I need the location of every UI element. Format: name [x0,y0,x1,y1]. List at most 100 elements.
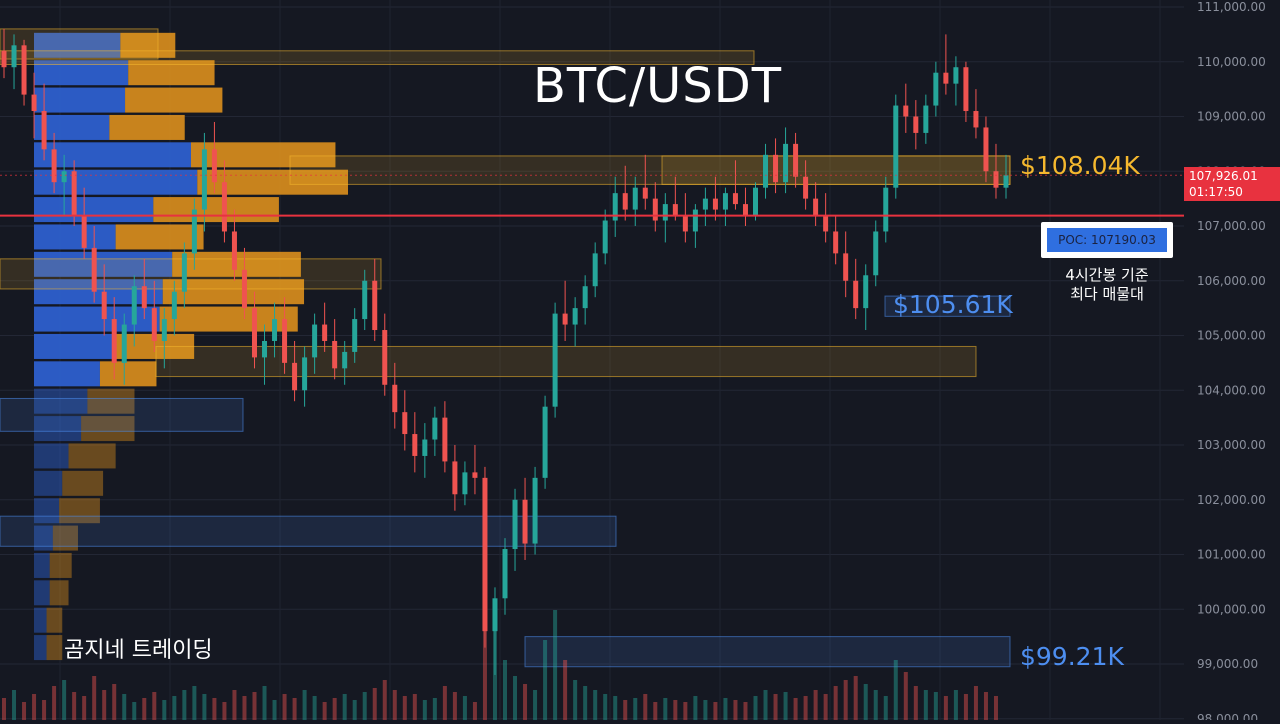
volume-bar [342,694,347,720]
volume-bar [933,692,938,720]
volume-profile-sell [49,580,69,606]
candle-body [282,319,288,363]
poc-note-line1: 4시간봉 기준 [1065,266,1149,284]
volume-profile-buy [34,224,116,250]
candle-body [151,308,157,341]
volume-bar [262,686,267,720]
candle-body [612,193,618,221]
volume-profile-buy [34,142,191,168]
volume-profile-buy [34,169,198,195]
volume-bar [853,676,858,720]
volume-profile-buy [34,87,126,113]
volume-bar [332,698,337,720]
volume-bar [653,702,658,720]
candle-body [522,499,528,544]
volume-profile-buy [34,361,100,387]
candle-body [572,308,578,325]
volume-bar [813,690,818,720]
volume-bar [102,690,107,720]
candle-body [813,198,819,216]
candle-body [502,549,508,599]
volume-bar [543,640,548,720]
candle-body [422,439,428,456]
volume-bar [162,700,167,720]
candle-body [231,231,237,270]
volume-bar [923,690,928,720]
volume-profile-sell [125,87,223,113]
volume-profile-sell [109,114,185,140]
zone-box [0,28,159,60]
candle-body [773,154,779,183]
volume-profile-sell [68,443,116,469]
price-tick-label: 110,000.00 [1197,55,1266,69]
current-price: 107,926.01 [1189,169,1258,183]
candle-body [362,280,368,320]
volume-bar [62,680,67,720]
zone-box [0,50,755,65]
volume-bar [903,672,908,720]
volume-profile-sell [59,498,100,524]
volume-bar [593,690,598,720]
volume-bar [222,702,227,720]
volume-bar [913,686,918,720]
volume-profile-sell [46,635,63,661]
volume-profile-sell [46,607,63,633]
price-tick-label: 99,000.00 [1197,657,1258,671]
candle-body [863,275,869,309]
volume-bar [623,700,628,720]
volume-bar [993,696,998,720]
zone-box [0,397,244,432]
volume-bar [72,692,77,720]
candle-body [993,171,999,188]
price-axis[interactable]: 111,000.00110,000.00109,000.00108,000.00… [1197,0,1266,724]
candle-body [101,291,107,320]
candle-body [462,472,468,495]
poc-note: 4시간봉 기준 최다 매물대 [1042,266,1172,304]
candle-body [141,286,147,309]
low-zone-label: $99.21K [1020,642,1124,671]
candle-body [662,204,668,221]
volume-bar [52,686,57,720]
candle-body [452,461,458,495]
volume-bar [212,698,217,720]
volume-bar [132,702,137,720]
volume-bar [713,702,718,720]
volume-bar [482,630,487,720]
volume-bar [432,698,437,720]
poc-badge: POC: 107190.03 [1041,222,1173,258]
candle-body [562,313,568,325]
candle-body [241,269,247,309]
candle-body [402,412,408,435]
volume-bars [2,600,998,720]
volume-bar [192,686,197,720]
volume-bar [462,696,467,720]
zone-box-9921 [524,636,1011,668]
volume-bar [693,696,698,720]
volume-bar [723,698,728,720]
price-tick-label: 102,000.00 [1197,493,1266,507]
candle-body [592,253,598,287]
volume-bar [773,694,778,720]
volume-profile-buy [34,552,50,578]
price-tick-label: 103,000.00 [1197,438,1266,452]
volume-bar [603,694,608,720]
candle-body [302,357,308,391]
candle-body [532,477,538,544]
volume-profile [34,32,348,661]
volume-bar [733,700,738,720]
volume-bar [112,684,117,720]
volume-profile-buy [34,388,88,414]
volume-bar [983,692,988,720]
volume-bar [703,700,708,720]
zone-box-10804 [289,155,1011,185]
candle-body [312,324,318,358]
candle-body [953,67,959,84]
candle-body [472,472,478,478]
volume-bar [182,690,187,720]
candle-body [843,253,849,281]
candle-body [642,187,648,199]
candle-body [442,417,448,462]
volume-bar [783,692,788,720]
volume-profile-buy [34,525,53,551]
volume-bar [633,698,638,720]
